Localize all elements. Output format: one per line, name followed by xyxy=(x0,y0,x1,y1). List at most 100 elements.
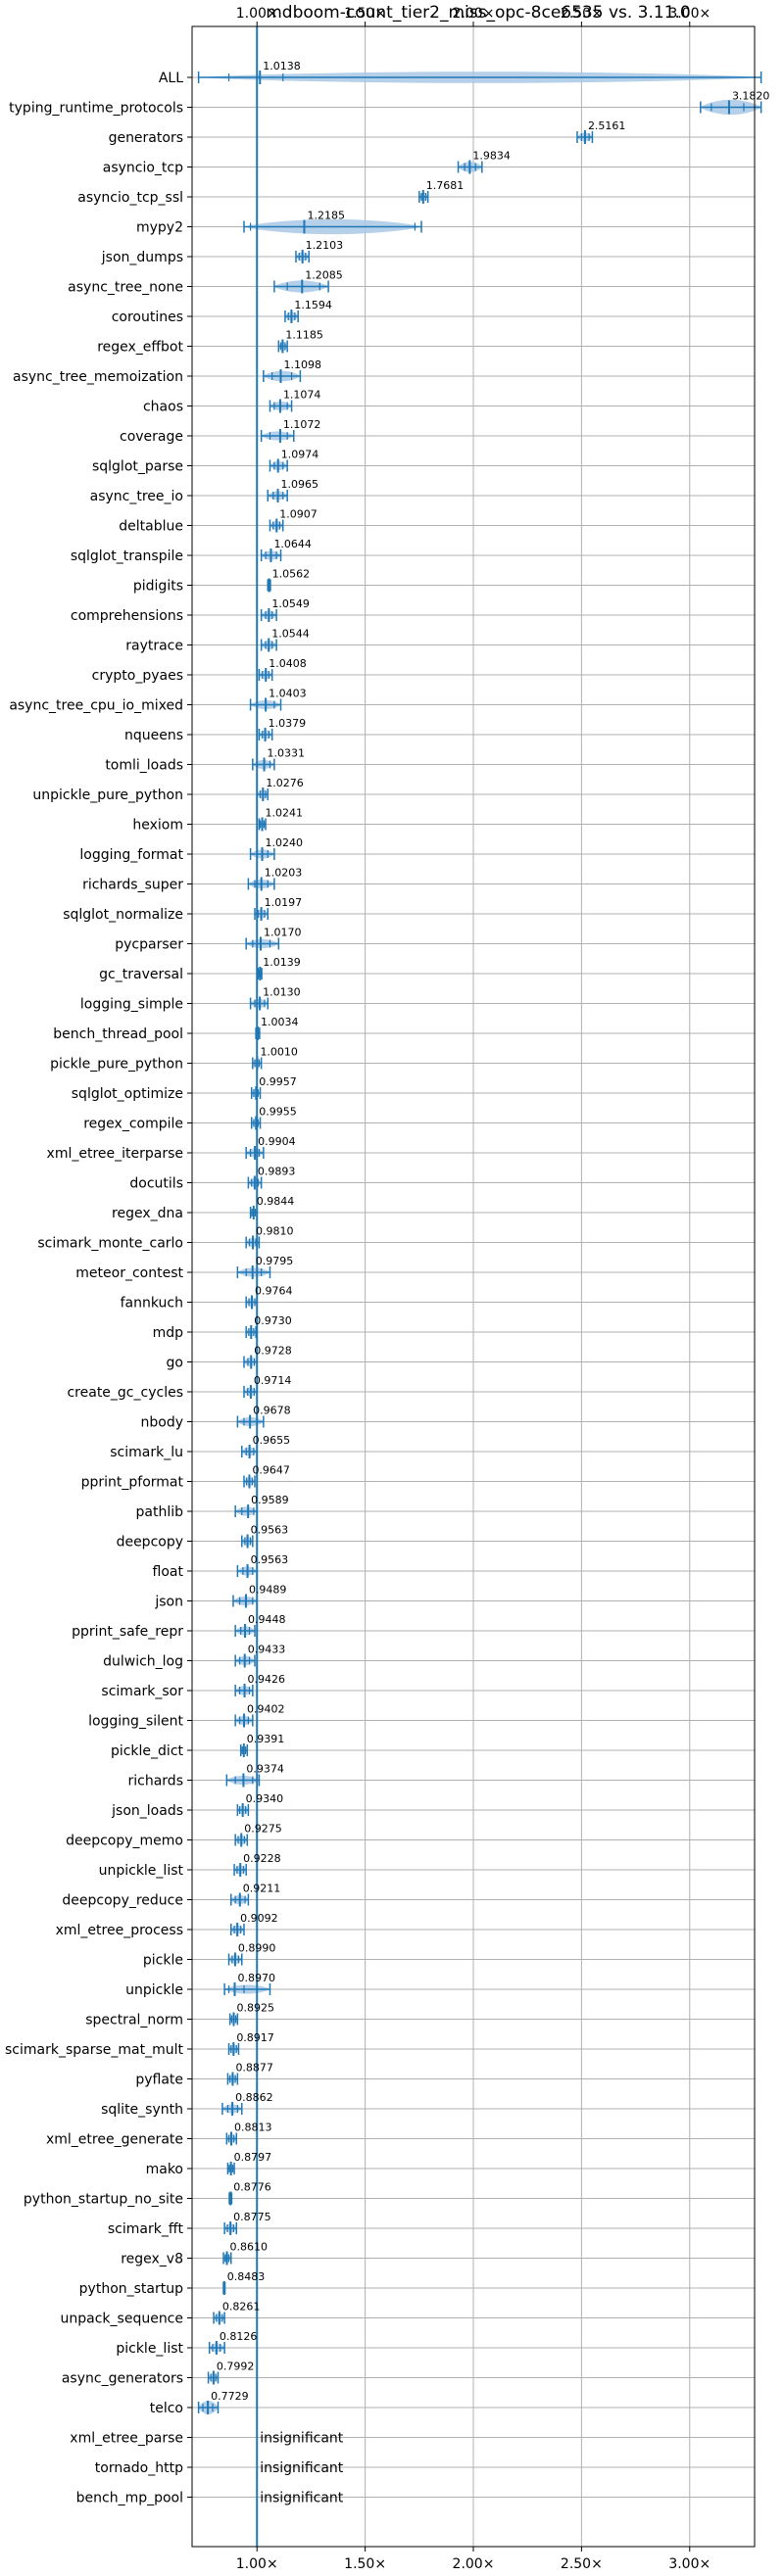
benchmark-label-coverage: coverage xyxy=(120,429,183,445)
value-label-comprehensions: 1.0549 xyxy=(271,597,310,610)
value-label-unpickle-list: 0.9228 xyxy=(243,1852,281,1865)
value-label-asyncio-tcp: 1.9834 xyxy=(472,150,510,163)
value-label-regex-compile: 0.9955 xyxy=(259,1106,297,1119)
value-label-float: 0.9563 xyxy=(251,1553,289,1566)
value-label-pycparser: 1.0170 xyxy=(264,927,302,939)
value-label-json-loads: 0.9340 xyxy=(246,1792,284,1805)
value-label-mdp: 0.9730 xyxy=(254,1314,292,1327)
x-tick-label-top: 2.50× xyxy=(561,6,603,22)
value-label-pyflate: 0.8877 xyxy=(235,2062,273,2075)
benchmark-label-typing-runtime-protocols: typing_runtime_protocols xyxy=(9,101,183,117)
benchmark-label-telco: telco xyxy=(150,2401,183,2416)
benchmark-label-logging-simple: logging_simple xyxy=(80,997,183,1013)
value-label-asyncio-tcp-ssl: 1.7681 xyxy=(426,179,465,192)
value-label-pickle-pure-python: 1.0010 xyxy=(260,1046,298,1059)
value-label-async-tree-io: 1.0965 xyxy=(281,478,319,491)
value-label-deltablue: 1.0907 xyxy=(279,508,318,521)
value-label-tomli-loads: 1.0331 xyxy=(268,747,306,760)
benchmark-label-logging-format: logging_format xyxy=(79,847,183,863)
x-tick-label-bottom: 2.50× xyxy=(561,2556,603,2572)
value-label-regex-v8: 0.8610 xyxy=(230,2241,268,2254)
benchmark-label-float: float xyxy=(153,1564,184,1580)
benchmark-label-deepcopy-memo: deepcopy_memo xyxy=(66,1834,183,1849)
benchmark-label-scimark-monte-carlo: scimark_monte_carlo xyxy=(37,1236,183,1252)
value-label-chaos: 1.1074 xyxy=(283,389,321,402)
benchmark-label-regex-dna: regex_dna xyxy=(112,1206,183,1221)
benchmark-label-pprint-safe-repr: pprint_safe_repr xyxy=(72,1624,183,1640)
value-label-coverage: 1.1072 xyxy=(283,418,321,431)
value-label-scimark-fft: 0.8775 xyxy=(233,2211,270,2223)
value-label-bench-thread-pool: 1.0034 xyxy=(261,1016,299,1028)
benchmark-label-deepcopy-reduce: deepcopy_reduce xyxy=(62,1893,183,1909)
benchmark-label-nqueens: nqueens xyxy=(124,728,183,743)
x-tick-label-bottom: 3.00× xyxy=(668,2556,710,2572)
value-label-spectral-norm: 0.8925 xyxy=(236,2002,274,2015)
value-label-hexiom: 1.0241 xyxy=(266,807,304,820)
value-label-docutils: 0.9893 xyxy=(258,1166,296,1178)
value-label-richards: 0.9374 xyxy=(246,1763,284,1776)
value-label-sqlite-synth: 0.8862 xyxy=(235,2091,273,2104)
value-label-nbody: 0.9678 xyxy=(253,1405,291,1417)
x-tick-label-top: 3.00× xyxy=(668,6,710,22)
benchmark-label-comprehensions: comprehensions xyxy=(71,608,183,624)
axis-layer: 1.00× 1.00× 1.50× 1.50× 2.00× 2.00× 2.50× 2.50×… xyxy=(5,6,710,2572)
x-tick-label-top: 1.00× xyxy=(236,6,278,22)
insignificant-label-tornado-http: insignificant xyxy=(260,2460,344,2476)
benchmark-label-asyncio-tcp-ssl: asyncio_tcp_ssl xyxy=(77,190,183,206)
benchmark-label-scimark-sparse-mat-mult: scimark_sparse_mat_mult xyxy=(5,2042,183,2058)
benchmark-label-pickle: pickle xyxy=(143,1953,183,1969)
value-label-logging-format: 1.0240 xyxy=(266,836,304,849)
x-tick-label-bottom: 1.50× xyxy=(344,2556,386,2572)
benchmark-label-async-tree-none: async_tree_none xyxy=(68,280,183,296)
value-label-coroutines: 1.1594 xyxy=(294,299,332,311)
benchmark-label-chaos: chaos xyxy=(143,400,183,415)
benchmark-label-xml-etree-generate: xml_etree_generate xyxy=(46,2132,183,2148)
benchmark-label-scimark-sor: scimark_sor xyxy=(101,1684,183,1699)
benchmark-label-gc-traversal: gc_traversal xyxy=(99,967,183,982)
benchmark-label-richards-super: richards_super xyxy=(82,878,183,893)
benchmark-label-unpickle: unpickle xyxy=(125,1982,183,1998)
value-label-sqlglot-optimize: 0.9957 xyxy=(259,1075,297,1088)
benchmark-label-json-loads: json_loads xyxy=(111,1803,183,1819)
value-label-pickle: 0.8990 xyxy=(238,1942,276,1955)
benchmark-label-sqlglot-optimize: sqlglot_optimize xyxy=(72,1086,183,1102)
benchmark-label-logging-silent: logging_silent xyxy=(88,1714,183,1730)
value-label-sqlglot-normalize: 1.0197 xyxy=(265,896,303,909)
value-label-scimark-monte-carlo: 0.9810 xyxy=(256,1225,294,1238)
value-label-richards-super: 1.0203 xyxy=(265,867,303,880)
benchmark-label-pidigits: pidigits xyxy=(133,579,183,595)
value-label-json: 0.9489 xyxy=(249,1584,287,1597)
benchmark-label-meteor-contest: meteor_contest xyxy=(75,1265,183,1281)
benchmark-label-xml-etree-process: xml_etree_process xyxy=(56,1923,183,1938)
benchmark-label-sqlite-synth: sqlite_synth xyxy=(101,2102,183,2118)
benchmark-label-sqlglot-normalize: sqlglot_normalize xyxy=(63,907,183,923)
value-label-unpickle-pure-python: 1.0276 xyxy=(266,777,304,789)
insignificant-label-xml-etree-parse: insignificant xyxy=(260,2431,344,2447)
benchmark-label-scimark-lu: scimark_lu xyxy=(110,1445,183,1460)
x-tick-label-bottom: 1.00× xyxy=(236,2556,278,2572)
value-label-fannkuch: 0.9764 xyxy=(255,1285,293,1298)
label-layer: 1.0138 3.1820 2.5161 1.9834 1.7681 1.2185 1.21… xyxy=(211,60,769,2506)
benchmark-label-hexiom: hexiom xyxy=(132,818,183,834)
benchmark-label-spectral-norm: spectral_norm xyxy=(85,2013,183,2028)
value-label-logging-simple: 1.0130 xyxy=(263,986,301,999)
value-label-pickle-list: 0.8126 xyxy=(220,2330,258,2343)
value-label-scimark-sor: 0.9426 xyxy=(248,1673,285,1686)
benchmark-label-regex-compile: regex_compile xyxy=(83,1117,183,1132)
value-label-all: 1.0138 xyxy=(263,60,301,72)
value-label-pathlib: 0.9589 xyxy=(251,1494,289,1506)
value-label-deepcopy-reduce: 0.9211 xyxy=(243,1883,281,1895)
benchmark-label-nbody: nbody xyxy=(141,1415,184,1431)
benchmark-label-mako: mako xyxy=(146,2162,183,2177)
value-label-dulwich-log: 0.9433 xyxy=(248,1644,285,1656)
benchmark-label-pprint-pformat: pprint_pformat xyxy=(81,1475,184,1491)
value-label-deepcopy-memo: 0.9275 xyxy=(244,1823,282,1836)
value-label-regex-effbot: 1.1185 xyxy=(285,329,323,342)
value-label-pprint-safe-repr: 0.9448 xyxy=(248,1613,286,1626)
benchmark-label-async-tree-io: async_tree_io xyxy=(90,489,183,504)
value-label-pprint-pformat: 0.9647 xyxy=(252,1464,290,1477)
benchmark-label-scimark-fft: scimark_fft xyxy=(108,2221,184,2237)
benchmark-label-regex-v8: regex_v8 xyxy=(121,2252,183,2267)
